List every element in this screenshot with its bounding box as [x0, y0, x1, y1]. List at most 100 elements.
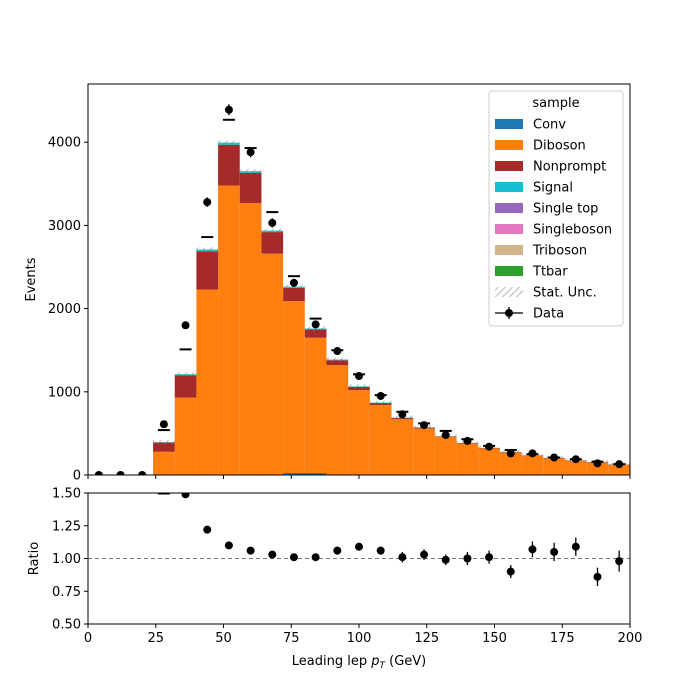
- data-point-18: [485, 442, 494, 451]
- ratio-y-tick-label-1: 0.75: [52, 585, 81, 600]
- bar-diboson-6: [218, 185, 240, 475]
- ratio-point-0: [181, 493, 190, 499]
- bar-diboson-18: [478, 448, 500, 475]
- legend-swatch-8: [495, 287, 523, 297]
- ratio-y-tick-label-2: 1.00: [52, 552, 81, 567]
- x-tick-label-5: 125: [414, 631, 439, 646]
- stat-unc-4: [174, 372, 197, 377]
- legend-swatch-4: [495, 203, 523, 213]
- stat-unc-5: [196, 247, 219, 252]
- axes-labels: 0 1000 2000 3000 4000 0.50 0.75 1.00 1.25 1.50 0 25…: [24, 136, 642, 671]
- ratio-point-12: [441, 555, 450, 564]
- bar-diboson-16: [434, 436, 457, 475]
- legend-label-4: Single top: [533, 202, 598, 217]
- legend-label-9: Data: [533, 307, 564, 322]
- legend-label-3: Signal: [533, 181, 573, 196]
- bar-diboson-13: [369, 405, 392, 475]
- data-point-23: [593, 459, 602, 468]
- bar-nonprompt-8: [261, 232, 284, 254]
- ratio-point-2: [224, 541, 233, 550]
- x-tick-label-3: 75: [283, 631, 300, 646]
- x-tick-label-6: 150: [482, 631, 507, 646]
- ratio-point-1: [203, 525, 212, 534]
- bar-diboson-7: [239, 202, 262, 475]
- legend-label-5: Singleboson: [533, 223, 612, 238]
- legend-swatch-0: [495, 119, 523, 129]
- data-point-4: [181, 321, 190, 330]
- y-tick-label-4: 4000: [48, 136, 81, 151]
- stat-unc-11: [326, 357, 349, 362]
- ratio-point-6: [311, 553, 320, 562]
- stat-unc-12: [348, 384, 370, 389]
- data-point-7: [246, 148, 255, 157]
- bar-diboson-23: [586, 462, 609, 475]
- stat-unc-8: [261, 228, 284, 233]
- data-point-22: [571, 455, 580, 464]
- ratio-point-10: [398, 553, 407, 562]
- legend-swatch-1: [495, 140, 523, 150]
- x-tick-label-4: 100: [347, 631, 372, 646]
- bar-diboson-17: [456, 443, 479, 475]
- x-tick-label-7: 175: [550, 631, 575, 646]
- x-tick-label-8: 200: [618, 631, 643, 646]
- stat-unc-13: [369, 400, 392, 405]
- bar-diboson-5: [196, 289, 219, 475]
- stacked-bars: [153, 118, 630, 475]
- ratio-plot: [84, 492, 631, 628]
- bar-diboson-19: [499, 452, 522, 475]
- data-point-1: [116, 471, 125, 475]
- ratio-point-16: [528, 545, 537, 554]
- y-tick-label-2: 2000: [48, 302, 81, 317]
- data-point-6: [224, 105, 233, 114]
- data-point-5: [203, 198, 212, 207]
- data-point-9: [289, 278, 298, 287]
- bar-nonprompt-10: [304, 329, 327, 338]
- bar-diboson-21: [543, 458, 565, 475]
- ratio-point-18: [571, 542, 580, 551]
- legend-title: sample: [532, 96, 579, 111]
- bar-nonprompt-12: [348, 386, 370, 391]
- bar-diboson-10: [304, 337, 327, 475]
- legend-swatch-7: [495, 266, 523, 276]
- data-point-15: [420, 421, 429, 430]
- data-point-2: [138, 471, 147, 475]
- bar-nonprompt-5: [196, 251, 219, 290]
- data-point-24: [615, 460, 624, 469]
- legend-label-0: Conv: [533, 118, 566, 133]
- legend-label-1: Diboson: [533, 139, 586, 154]
- bar-nonprompt-11: [326, 360, 349, 366]
- ratio-point-15: [506, 567, 515, 576]
- legend-swatch-9: [505, 309, 513, 317]
- legend-swatch-6: [495, 245, 523, 255]
- data-point-10: [311, 320, 320, 329]
- x-tick-label-0: 0: [84, 631, 92, 646]
- ratio-point-8: [355, 542, 363, 551]
- y-axis-label: Events: [24, 257, 39, 301]
- y-tick-label-1: 1000: [48, 385, 81, 400]
- bar-nonprompt-4: [174, 375, 197, 398]
- x-axis-label: Leading lep pT (GeV): [292, 654, 426, 671]
- data-point-12: [355, 372, 363, 381]
- stat-unc-10: [304, 326, 327, 331]
- legend-label-2: Nonprompt: [533, 160, 606, 175]
- bar-conv-sliver: [283, 473, 327, 475]
- ratio-point-7: [333, 546, 342, 555]
- stat-unc-7: [239, 169, 262, 174]
- data-point-17: [463, 436, 472, 445]
- bar-diboson-14: [391, 419, 414, 475]
- data-point-3: [159, 420, 168, 429]
- bar-nonprompt-7: [239, 173, 262, 203]
- bar-diboson-8: [261, 253, 284, 475]
- ratio-point-9: [376, 546, 385, 555]
- bar-nonprompt-9: [283, 287, 305, 302]
- stat-unc-6: [218, 140, 240, 145]
- legend: sample Conv Diboson Nonprompt Signal Single t…: [488, 90, 624, 327]
- ratio-point-5: [289, 553, 298, 562]
- y-tick-label-0: 0: [73, 469, 81, 484]
- ratio-point-4: [268, 550, 277, 559]
- x-tick-label-2: 50: [215, 631, 232, 646]
- data-point-11: [333, 347, 342, 356]
- bar-diboson-4: [174, 397, 197, 475]
- data-point-20: [528, 449, 537, 458]
